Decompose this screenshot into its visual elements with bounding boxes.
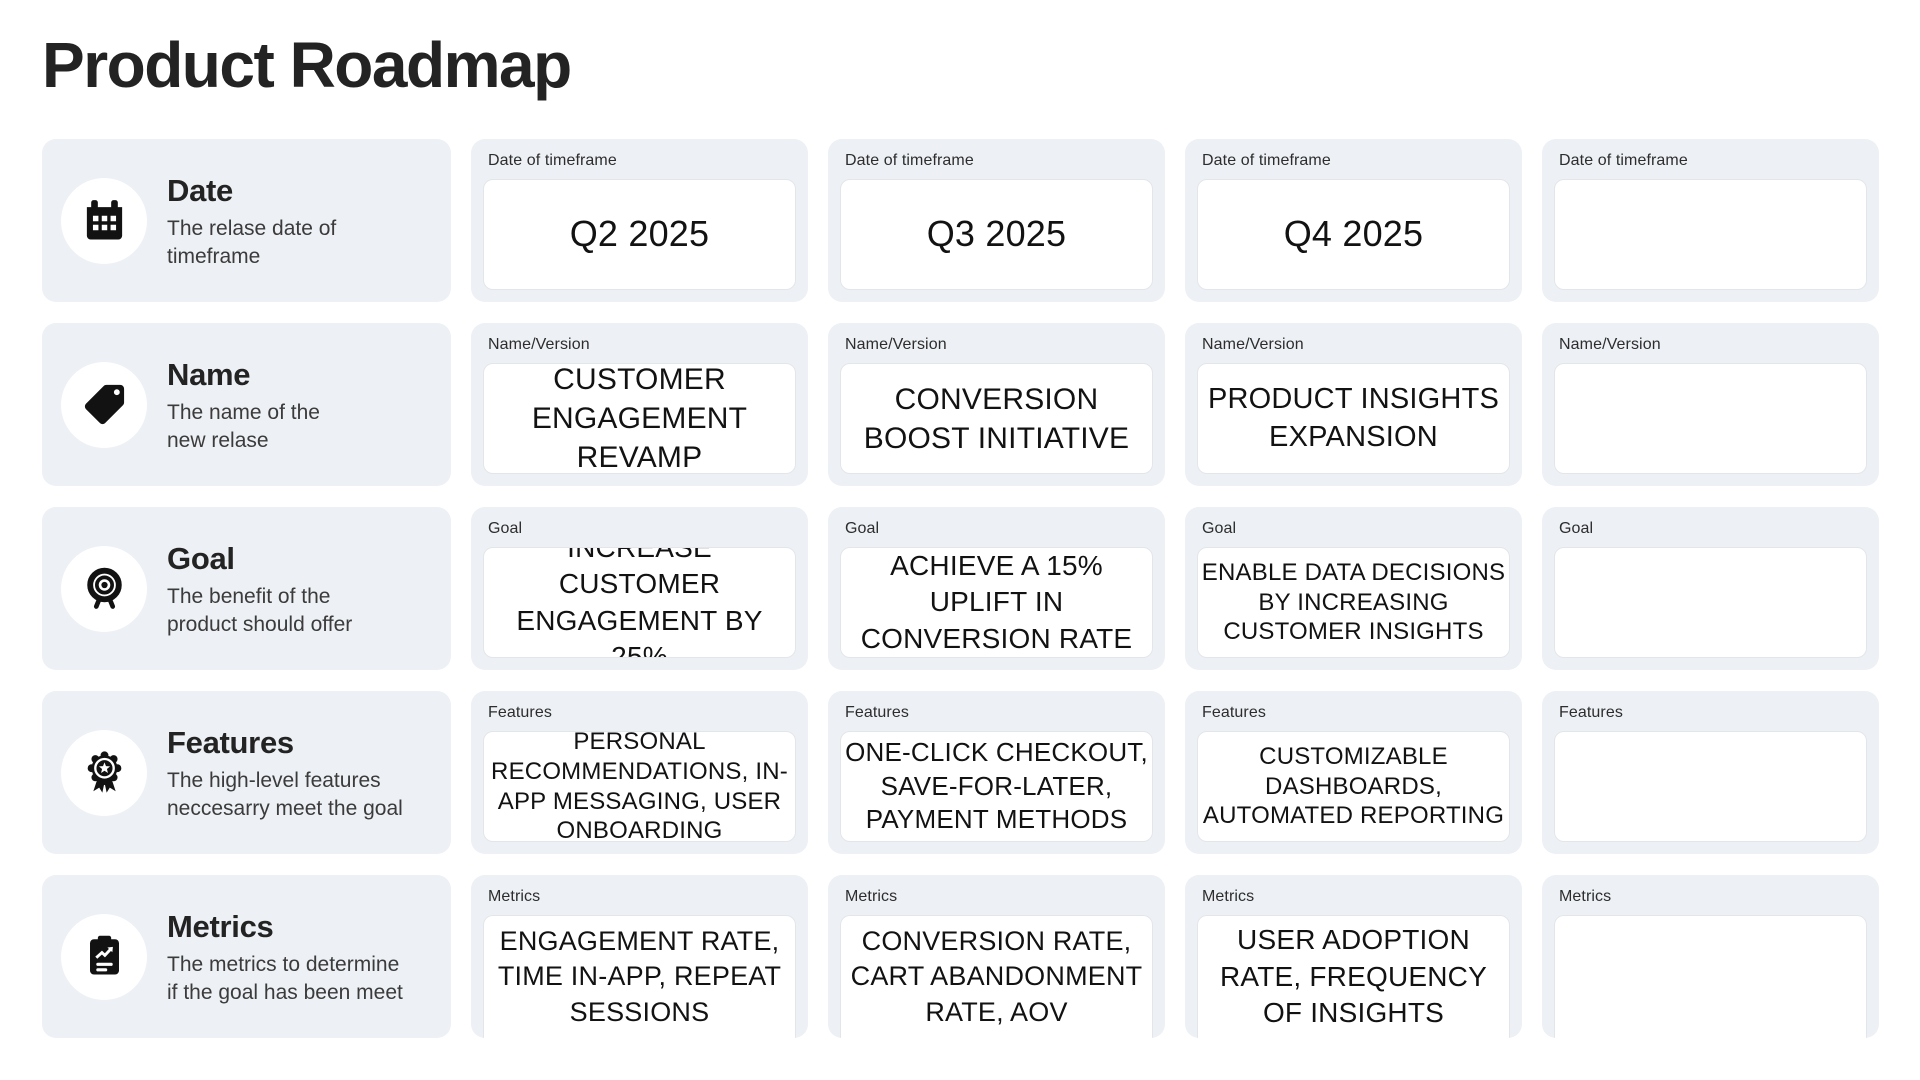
cell-value: CUSTOMIZABLE DASHBOARDS, AUTOMATED REPOR… (1202, 742, 1505, 830)
cell-label-date: Date of timeframe (488, 152, 617, 169)
row-desc-date: The relase date of timeframe (167, 217, 337, 268)
roadmap-grid: Date The relase date of timeframe Date o… (42, 139, 1879, 1038)
target-icon (61, 545, 147, 632)
cell-label-metrics: Metrics (1559, 888, 1612, 905)
cell-value-box[interactable]: INCREASE CUSTOMER ENGAGEMENT BY 25% (483, 547, 796, 658)
cell-label-metrics: Metrics (1202, 888, 1255, 905)
cell-label-features: Features (1202, 704, 1266, 721)
row-label-card-metrics: Metrics The metrics to determine if the … (42, 875, 451, 1038)
row-desc-features: The high-level features neccesarry meet … (167, 769, 403, 820)
cell-value-box[interactable]: USER ADOPTION RATE, FREQUENCY OF INSIGHT… (1197, 915, 1510, 1038)
cell-value-box-empty[interactable] (1554, 547, 1867, 658)
cell-date-empty: Date of timeframe (1542, 139, 1879, 302)
cell-goal-q4: Goal ENABLE DATA DECISIONS BY INCREASING… (1185, 507, 1522, 670)
cell-label-date: Date of timeframe (845, 152, 974, 169)
row-desc-name: The name of the new relase (167, 401, 320, 452)
cell-label-goal: Goal (845, 520, 880, 537)
cell-label-features: Features (845, 704, 909, 721)
cell-value: Q2 2025 (569, 213, 710, 255)
cell-label-name: Name/Version (1202, 336, 1304, 353)
cell-value: ENGAGEMENT RATE, TIME IN-APP, REPEAT SES… (497, 926, 782, 1027)
row-label-card-date: Date The relase date of timeframe (42, 139, 451, 302)
row-title-name: Name (167, 357, 251, 393)
cell-value: ONE-CLICK CHECKOUT, SAVE-FOR-LATER, PAYM… (845, 736, 1148, 835)
cell-features-empty: Features (1542, 691, 1879, 854)
cell-value-box[interactable]: PERSONAL RECOMMENDATIONS, IN- APP MESSAG… (483, 731, 796, 842)
cell-value-box[interactable]: CUSTOMER ENGAGEMENT REVAMP (483, 363, 796, 474)
cell-date-q3: Date of timeframe Q3 2025 (828, 139, 1165, 302)
calendar-icon (61, 177, 147, 264)
cell-value-box-empty[interactable] (1554, 179, 1867, 290)
cell-features-q4: Features CUSTOMIZABLE DASHBOARDS, AUTOMA… (1185, 691, 1522, 854)
cell-metrics-q2: Metrics ENGAGEMENT RATE, TIME IN-APP, RE… (471, 875, 808, 1038)
cell-label-name: Name/Version (1559, 336, 1661, 353)
row-label-card-goal: Goal The benefit of the product should o… (42, 507, 451, 670)
cell-date-q2: Date of timeframe Q2 2025 (471, 139, 808, 302)
cell-label-goal: Goal (1202, 520, 1237, 537)
cell-value-box[interactable]: CUSTOMIZABLE DASHBOARDS, AUTOMATED REPOR… (1197, 731, 1510, 842)
cell-features-q3: Features ONE-CLICK CHECKOUT, SAVE-FOR-LA… (828, 691, 1165, 854)
cell-metrics-q3: Metrics CONVERSION RATE, CART ABANDONMEN… (828, 875, 1165, 1038)
page-title: Product Roadmap (42, 29, 572, 101)
cell-label-date: Date of timeframe (1559, 152, 1688, 169)
cell-label-date: Date of timeframe (1202, 152, 1331, 169)
cell-name-q3: Name/Version CONVERSION BOOST INITIATIVE (828, 323, 1165, 486)
cell-metrics-empty: Metrics (1542, 875, 1879, 1038)
cell-goal-empty: Goal (1542, 507, 1879, 670)
cell-value-box-empty[interactable] (1554, 915, 1867, 1038)
cell-value-box[interactable]: ENGAGEMENT RATE, TIME IN-APP, REPEAT SES… (483, 915, 796, 1038)
cell-value: CONVERSION RATE, CART ABANDONMENT RATE, … (850, 926, 1143, 1027)
cell-label-name: Name/Version (488, 336, 590, 353)
tag-icon (61, 361, 147, 448)
cell-value-box-empty[interactable] (1554, 731, 1867, 842)
cell-label-name: Name/Version (845, 336, 947, 353)
cell-goal-q3: Goal ACHIEVE A 15% UPLIFT IN CONVERSION … (828, 507, 1165, 670)
cell-value-box[interactable]: CONVERSION BOOST INITIATIVE (840, 363, 1153, 474)
cell-value: Q4 2025 (1283, 213, 1424, 255)
cell-label-features: Features (1559, 704, 1623, 721)
cell-value-box-empty[interactable] (1554, 363, 1867, 474)
cell-value: CONVERSION BOOST INITIATIVE (863, 382, 1130, 455)
cell-label-goal: Goal (1559, 520, 1594, 537)
cell-label-metrics: Metrics (488, 888, 541, 905)
cell-label-goal: Goal (488, 520, 523, 537)
cell-value-box[interactable]: Q3 2025 (840, 179, 1153, 290)
cell-value-box[interactable]: Q2 2025 (483, 179, 796, 290)
cell-value: ENABLE DATA DECISIONS BY INCREASING CUST… (1201, 558, 1506, 646)
cell-name-q2: Name/Version CUSTOMER ENGAGEMENT REVAMP (471, 323, 808, 486)
cell-value-box[interactable]: ONE-CLICK CHECKOUT, SAVE-FOR-LATER, PAYM… (840, 731, 1153, 842)
cell-value-box[interactable]: CONVERSION RATE, CART ABANDONMENT RATE, … (840, 915, 1153, 1038)
cell-features-q2: Features PERSONAL RECOMMENDATIONS, IN- A… (471, 691, 808, 854)
cell-value: PRODUCT INSIGHTS EXPANSION (1207, 382, 1500, 453)
cell-value: USER ADOPTION RATE, FREQUENCY OF INSIGHT… (1220, 924, 1487, 1029)
cell-metrics-q4: Metrics USER ADOPTION RATE, FREQUENCY OF… (1185, 875, 1522, 1038)
cell-label-features: Features (488, 704, 552, 721)
row-desc-goal: The benefit of the product should offer (167, 585, 353, 636)
cell-date-q4: Date of timeframe Q4 2025 (1185, 139, 1522, 302)
cell-value: Q3 2025 (926, 213, 1067, 255)
row-title-metrics: Metrics (167, 909, 274, 945)
cell-value-box[interactable]: Q4 2025 (1197, 179, 1510, 290)
cell-goal-q2: Goal INCREASE CUSTOMER ENGAGEMENT BY 25% (471, 507, 808, 670)
rosette-icon (61, 729, 147, 816)
cell-value: CUSTOMER ENGAGEMENT REVAMP (531, 363, 748, 474)
cell-label-metrics: Metrics (845, 888, 898, 905)
row-title-goal: Goal (167, 541, 235, 577)
row-title-features: Features (167, 725, 294, 761)
row-label-card-name: Name The name of the new relase (42, 323, 451, 486)
cell-value: ACHIEVE A 15% UPLIFT IN CONVERSION RATE (860, 549, 1133, 654)
row-label-card-features: Features The high-level features neccesa… (42, 691, 451, 854)
cell-value: INCREASE CUSTOMER ENGAGEMENT BY 25% (516, 547, 763, 658)
row-title-date: Date (167, 173, 233, 209)
cell-name-empty: Name/Version (1542, 323, 1879, 486)
row-desc-metrics: The metrics to determine if the goal has… (167, 953, 403, 1004)
cell-name-q4: Name/Version PRODUCT INSIGHTS EXPANSION (1185, 323, 1522, 486)
cell-value-box[interactable]: PRODUCT INSIGHTS EXPANSION (1197, 363, 1510, 474)
cell-value-box[interactable]: ACHIEVE A 15% UPLIFT IN CONVERSION RATE (840, 547, 1153, 658)
clipboard-chart-icon (61, 913, 147, 1000)
cell-value-box[interactable]: ENABLE DATA DECISIONS BY INCREASING CUST… (1197, 547, 1510, 658)
cell-value: PERSONAL RECOMMENDATIONS, IN- APP MESSAG… (491, 731, 788, 842)
